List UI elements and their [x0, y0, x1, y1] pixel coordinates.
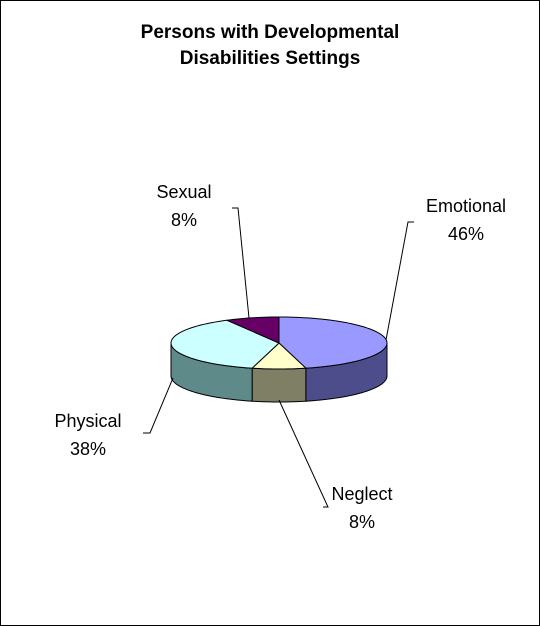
pie-slice-sexual	[225, 316, 280, 344]
slice-label-neglect: Neglect	[331, 484, 392, 504]
slice-labels: Emotional 46% Neglect 8% Physical 38% Sexual 8%	[54, 182, 506, 532]
slice-value-emotional: 46%	[448, 224, 484, 244]
leader-line-emotional	[385, 221, 414, 341]
slice-label-emotional: Emotional	[426, 196, 506, 216]
leader-line-neglect	[278, 399, 329, 508]
leader-lines	[143, 207, 414, 508]
leader-line-sexual	[232, 207, 250, 319]
chart-title: Persons with Developmental Disabilities …	[0, 20, 540, 72]
pie-tops	[170, 316, 388, 370]
slice-value-neglect: 8%	[349, 512, 375, 532]
leader-line-physical	[143, 377, 174, 434]
chart-title-line-2: Disabilities Settings	[179, 48, 361, 69]
slice-value-sexual: 8%	[171, 210, 197, 230]
slice-label-sexual: Sexual	[156, 182, 211, 202]
pie-slice-physical	[170, 319, 280, 369]
chart-title-line-1: Persons with Developmental	[140, 22, 400, 43]
slice-label-physical: Physical	[54, 411, 121, 431]
pie-slice-neglect	[250, 342, 308, 370]
pie-side-neglect	[251, 367, 307, 403]
slice-value-physical: 38%	[70, 439, 106, 459]
